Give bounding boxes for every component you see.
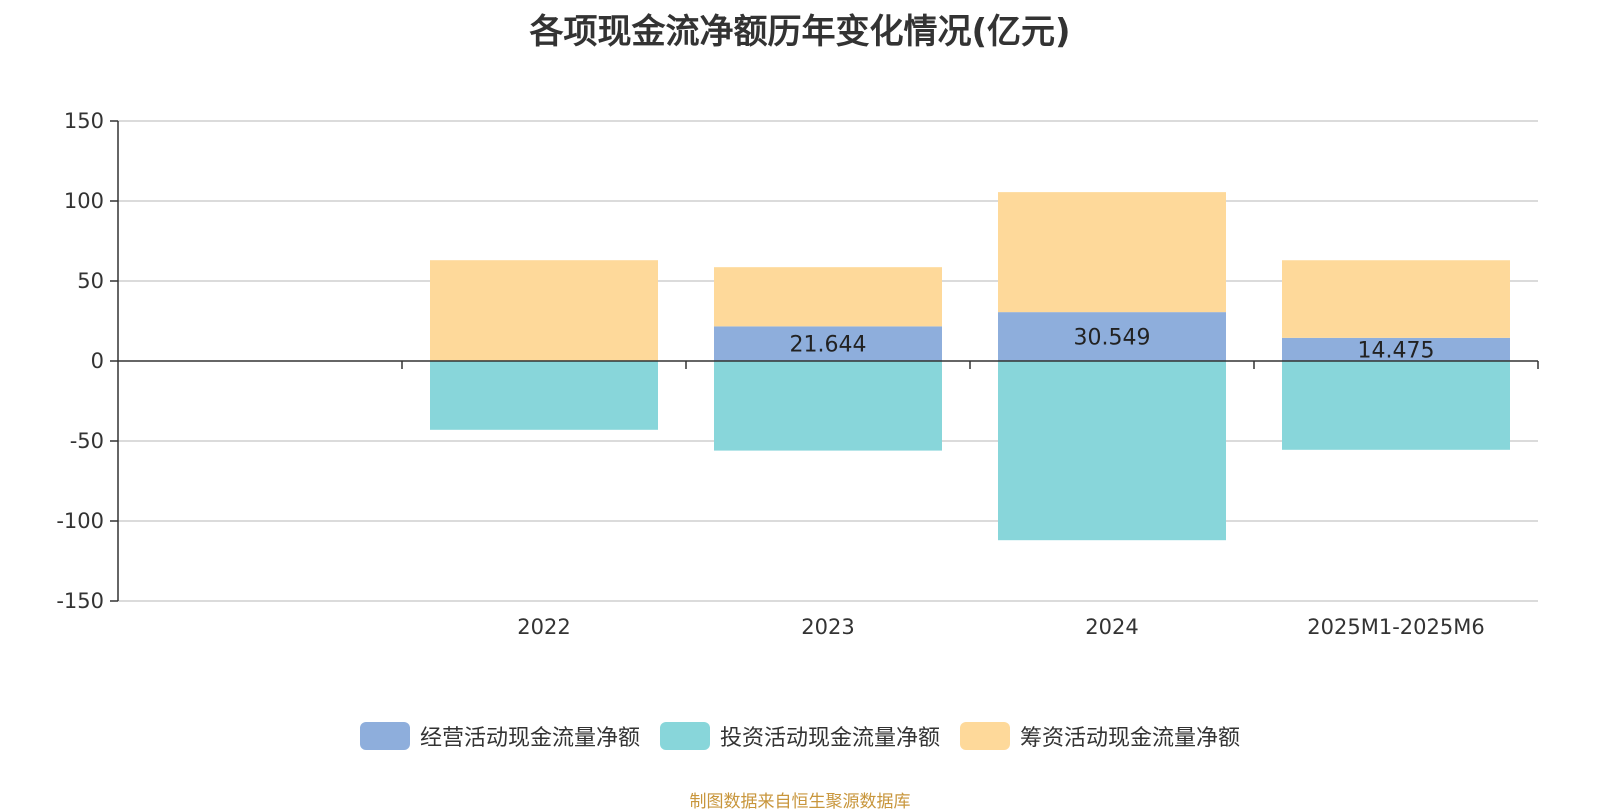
- bar-financing: [998, 192, 1226, 313]
- bar-investing: [430, 361, 658, 430]
- data-label-operating: 14.475: [1358, 338, 1435, 363]
- x-tick-label: 2025M1-2025M6: [1307, 615, 1484, 639]
- legend: 经营活动现金流量净额 投资活动现金流量净额 筹资活动现金流量净额: [0, 720, 1600, 752]
- legend-swatch-operating: [359, 722, 410, 750]
- legend-label-financing: 筹资活动现金流量净额: [1020, 726, 1241, 751]
- y-tick-label: -100: [56, 509, 104, 533]
- legend-label-operating: 经营活动现金流量净额: [419, 726, 640, 751]
- bar-financing: [430, 260, 658, 361]
- bar-investing: [1282, 361, 1510, 450]
- bar-operating: [998, 312, 1226, 361]
- y-tick-label: 50: [77, 269, 104, 293]
- bar-operating: [1282, 337, 1510, 361]
- legend-item-investing[interactable]: 投资活动现金流量净额: [659, 720, 940, 752]
- y-tick-label: -150: [56, 589, 104, 613]
- legend-item-operating[interactable]: 经营活动现金流量净额: [359, 720, 640, 752]
- y-tick-label: 100: [64, 189, 104, 213]
- chart-title: 各项现金流净额历年变化情况(亿元): [529, 12, 1071, 52]
- legend-swatch-investing: [659, 722, 710, 750]
- data-label-operating: 30.549: [1074, 326, 1151, 351]
- legend-swatch-financing: [960, 722, 1010, 750]
- y-tick-label: -50: [70, 429, 104, 453]
- y-tick-label: 0: [91, 349, 104, 373]
- x-tick-label: 2024: [1085, 615, 1138, 639]
- x-tick-label: 2022: [517, 615, 570, 639]
- bar-financing: [714, 267, 942, 327]
- data-label-operating: 21.644: [790, 333, 867, 358]
- bar-investing: [714, 361, 942, 451]
- bar-investing: [998, 361, 1226, 541]
- bar-operating: [714, 326, 942, 361]
- y-tick-label: 150: [64, 109, 104, 133]
- legend-item-financing[interactable]: 筹资活动现金流量净额: [960, 720, 1240, 752]
- legend-label-investing: 投资活动现金流量净额: [719, 726, 940, 751]
- bar-financing: [1282, 260, 1510, 338]
- x-tick-label: 2023: [801, 615, 854, 639]
